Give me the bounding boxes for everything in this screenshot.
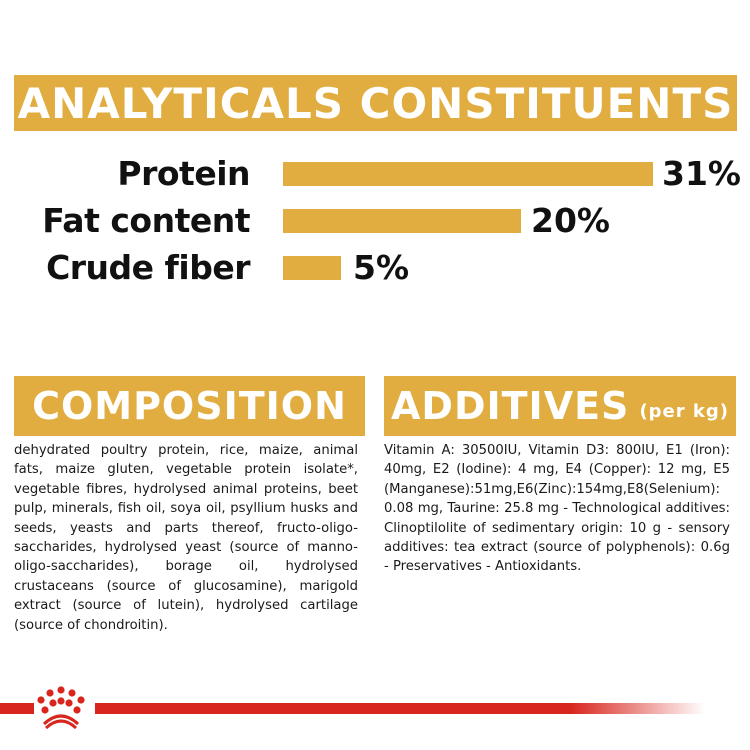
- crown-icon: [37, 686, 85, 730]
- additives-text: Vitamin A: 30500IU, Vitamin D3: 800IU, E…: [384, 443, 730, 575]
- additives-header: ADDITIVES (per kg): [384, 376, 736, 436]
- composition-header: COMPOSITION: [14, 376, 365, 436]
- additives-subtitle: (per kg): [639, 400, 729, 422]
- composition-text: dehydrated poultry protein, rice, maize,…: [14, 443, 358, 633]
- bar-value: 20%: [531, 201, 610, 240]
- bar-fiber: [283, 256, 341, 280]
- bar-label: Crude fiber: [46, 248, 250, 287]
- bar-fat: [283, 209, 521, 233]
- chart-row-protein: Protein 31%: [0, 156, 750, 192]
- chart-row-fat: Fat content 20%: [0, 203, 750, 239]
- bar-label: Fat content: [42, 201, 250, 240]
- bar-protein: [283, 162, 653, 186]
- bar-label: Protein: [117, 154, 250, 193]
- chart-row-fiber: Crude fiber 5%: [0, 250, 750, 286]
- analytical-constituents-header: ANALYTICALS CONSTITUENTS: [14, 75, 737, 131]
- additives-title: ADDITIVES: [391, 384, 630, 428]
- bar-value: 31%: [662, 154, 741, 193]
- bar-value: 5%: [353, 248, 410, 287]
- brand-line-right: [95, 703, 705, 714]
- brand-line-left: [0, 703, 34, 714]
